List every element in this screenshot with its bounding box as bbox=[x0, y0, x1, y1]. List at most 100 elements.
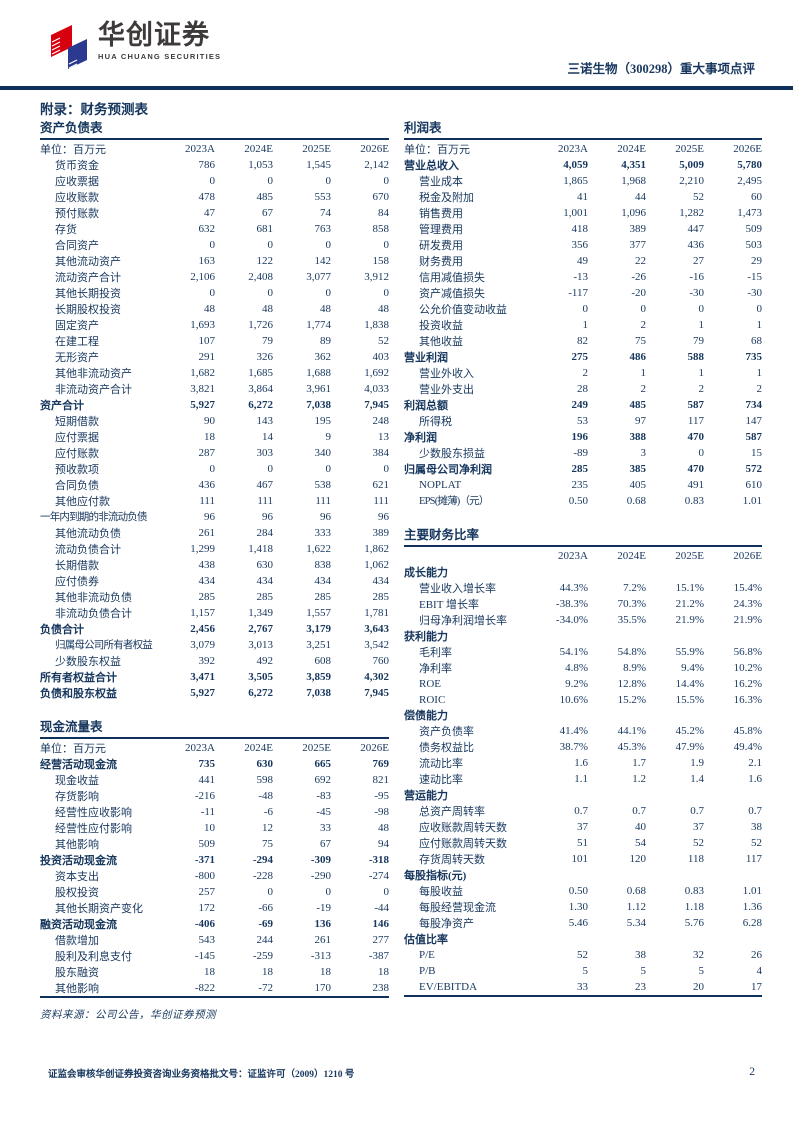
table-row: 负债和股东权益 5,927 6,272 7,038 7,945 bbox=[40, 686, 389, 700]
table-row: 少数股东权益 392 492 608 760 bbox=[55, 654, 389, 668]
table-header-row: 2023A 2024E 2025E 2026E bbox=[558, 549, 762, 562]
brand-name-en: HUA CHUANG SECURITIES bbox=[98, 52, 222, 61]
table-row: 速动比率 1.1 1.2 1.4 1.6 bbox=[419, 773, 762, 787]
page-number: 2 bbox=[749, 1066, 755, 1078]
table-row: EPS(摊薄)（元） 0.50 0.68 0.83 1.01 bbox=[419, 494, 762, 508]
table-row: 流动负债合计 1,299 1,418 1,622 1,862 bbox=[55, 542, 389, 556]
table-row: 资本支出 -800 -228 -290 -274 bbox=[55, 869, 389, 883]
table-row: 其他流动负债 261 284 333 389 bbox=[55, 526, 389, 540]
appendix-title: 附录：财务预测表 bbox=[40, 102, 148, 117]
balance_sheet-grid: 单位：百万元 2023A 2024E 2025E 2026E 货币资金 786 1,053 1,… bbox=[40, 141, 389, 701]
table-row: 货币资金 786 1,053 1,545 2,142 bbox=[55, 159, 389, 172]
brand-header: 华创证券 HUA CHUANG SECURITIES bbox=[48, 20, 221, 77]
table-row: 存货 632 681 763 858 bbox=[55, 223, 389, 236]
ratios-title: 主要财务比率 bbox=[404, 527, 762, 547]
table-row: EBIT 增长率 -38.3% 70.3% 21.2% 24.3% bbox=[419, 597, 762, 611]
table-header-row: 单位：百万元 2023A 2024E 2025E 2026E bbox=[40, 143, 389, 156]
table-row: 营业外收入 2 1 1 1 bbox=[419, 367, 762, 380]
ratios-grid: 2023A 2024E 2025E 2026E 成长能力营业收入增长率 44.3% 7.2%… bbox=[404, 548, 762, 998]
table-row: 非流动资产合计 3,821 3,864 3,961 4,033 bbox=[55, 383, 389, 396]
balance-sheet-title: 资产负债表 bbox=[40, 120, 389, 140]
table-header-row: 单位：百万元 2023A 2024E 2025E 2026E bbox=[40, 741, 389, 755]
cash-flow-title: 现金流量表 bbox=[40, 719, 389, 739]
table-row: ROIC 10.6% 15.2% 15.5% 16.3% bbox=[419, 693, 762, 706]
table-row: 信用减值损失 -13 -26 -16 -15 bbox=[419, 271, 762, 284]
table-row: 所得税 53 97 117 147 bbox=[419, 415, 762, 428]
income-statement-section: 利润表 单位：百万元 2023A 2024E 2025E 2026E 营业总收入 4,059… bbox=[404, 120, 762, 509]
table-row: 归属母公司净利润 285 385 470 572 bbox=[404, 463, 762, 476]
table-row: 营运能力 bbox=[404, 790, 448, 803]
table-row: 借款增加 543 244 261 277 bbox=[55, 933, 389, 947]
table-row: 营业收入增长率 44.3% 7.2% 15.1% 15.4% bbox=[419, 581, 762, 595]
table-row: 长期借款 438 630 838 1,062 bbox=[55, 558, 389, 572]
table-row: 融资活动现金流 -406 -69 136 146 bbox=[40, 917, 389, 931]
table-row: 股权投资 257 0 0 0 bbox=[55, 885, 389, 899]
table-row: 每股净资产 5.46 5.34 5.76 6.28 bbox=[419, 917, 762, 931]
table-row: 财务费用 49 22 27 29 bbox=[419, 255, 762, 268]
left-column: 资产负债表 单位：百万元 2023A 2024E 2025E 2026E 货币资金 786 1… bbox=[40, 120, 389, 1022]
table-row: 销售费用 1,001 1,096 1,282 1,473 bbox=[419, 207, 762, 220]
source-note: 资料来源：公司公告，华创证券预测 bbox=[40, 1009, 216, 1021]
table-row: 其他影响 509 75 67 94 bbox=[55, 837, 389, 851]
table-row: 应付票据 18 14 9 13 bbox=[55, 431, 389, 444]
table-row: 其他流动资产 163 122 142 158 bbox=[55, 255, 389, 268]
table-row: 成长能力 bbox=[404, 566, 448, 579]
table-row: 经营性应付影响 10 12 33 48 bbox=[55, 821, 389, 835]
table-row: 偿债能力 bbox=[404, 710, 448, 723]
table-row: 少数股东损益 -89 3 0 15 bbox=[419, 447, 762, 460]
table-row: P/B 5 5 5 4 bbox=[419, 965, 762, 978]
table-row: 其他应付款 111 111 111 111 bbox=[55, 495, 389, 508]
huachuang-logo-icon bbox=[48, 22, 90, 77]
table-row: 合同负债 436 467 538 621 bbox=[55, 479, 389, 492]
table-row: 研发费用 356 377 436 503 bbox=[419, 239, 762, 252]
table-row: 管理费用 418 389 447 509 bbox=[419, 223, 762, 236]
table-row: 其他非流动负债 285 285 285 285 bbox=[55, 590, 389, 604]
table-row: 经营活动现金流 735 630 665 769 bbox=[40, 757, 389, 771]
table-row: 应收票据 0 0 0 0 bbox=[55, 175, 389, 188]
table-row: 流动资产合计 2,106 2,408 3,077 3,912 bbox=[55, 271, 389, 284]
table-row: 每股收益 0.50 0.68 0.83 1.01 bbox=[419, 885, 762, 899]
content-area: 资产负债表 单位：百万元 2023A 2024E 2025E 2026E 货币资金 786 1… bbox=[40, 120, 762, 1022]
table-row: 资产减值损失 -117 -20 -30 -30 bbox=[419, 287, 762, 300]
table-row: 毛利率 54.1% 54.8% 55.9% 56.8% bbox=[419, 645, 762, 659]
balance-sheet-section: 资产负债表 单位：百万元 2023A 2024E 2025E 2026E 货币资金 786 1… bbox=[40, 120, 389, 701]
right-column: 利润表 单位：百万元 2023A 2024E 2025E 2026E 营业总收入 4,059… bbox=[404, 120, 762, 1022]
table-row: 其他长期资产变化 172 -66 -19 -44 bbox=[55, 901, 389, 915]
table-row: 资产负债率 41.4% 44.1% 45.2% 45.8% bbox=[419, 725, 762, 739]
table-row: 归母净利润增长率 -34.0% 35.5% 21.9% 21.9% bbox=[419, 613, 762, 627]
table-row: 估值比率 bbox=[404, 934, 448, 947]
table-row: 存货影响 -216 -48 -83 -95 bbox=[55, 789, 389, 803]
table-row: 预付账款 47 67 74 84 bbox=[55, 207, 389, 220]
table-row: 无形资产 291 326 362 403 bbox=[55, 351, 389, 364]
table-row: 应收账款 478 485 553 670 bbox=[55, 191, 389, 204]
ratios-section: 主要财务比率 2023A 2024E 2025E 2026E 成长能力营业收入增长率 44… bbox=[404, 527, 762, 998]
table-row: 营业成本 1,865 1,968 2,210 2,495 bbox=[419, 175, 762, 188]
table-row: 其他非流动资产 1,682 1,685 1,688 1,692 bbox=[55, 367, 389, 380]
table-row: 每股指标(元) bbox=[404, 870, 467, 883]
table-row: 现金收益 441 598 692 821 bbox=[55, 773, 389, 787]
table-row: 净利率 4.8% 8.9% 9.4% 10.2% bbox=[419, 661, 762, 675]
income-statement-title: 利润表 bbox=[404, 120, 762, 140]
table-row: 经营性应收影响 -11 -6 -45 -98 bbox=[55, 805, 389, 819]
footer-license: 证监会审核华创证券投资咨询业务资格批文号：证监许可（2009）1210 号 bbox=[48, 1070, 355, 1080]
table-row: 应付账款周转天数 51 54 52 52 bbox=[419, 837, 762, 851]
table-row: 流动比率 1.6 1.7 1.9 2.1 bbox=[419, 757, 762, 771]
table-row: 投资收益 1 2 1 1 bbox=[419, 319, 762, 332]
table-row: 合同资产 0 0 0 0 bbox=[55, 239, 389, 252]
table-row: 一年内到期的非流动负债 96 96 96 96 bbox=[40, 510, 389, 524]
header-rule bbox=[0, 86, 793, 90]
table-row: 营业总收入 4,059 4,351 5,009 5,780 bbox=[404, 159, 762, 172]
page-footer: 证监会审核华创证券投资咨询业务资格批文号：证监许可（2009）1210 号 2 bbox=[48, 1066, 755, 1080]
table-header-row: 单位：百万元 2023A 2024E 2025E 2026E bbox=[404, 143, 762, 156]
income_statement-grid: 单位：百万元 2023A 2024E 2025E 2026E 营业总收入 4,059 4,35… bbox=[404, 141, 762, 509]
table-row: 股东融资 18 18 18 18 bbox=[55, 965, 389, 979]
table-row: EV/EBITDA 33 23 20 17 bbox=[419, 981, 762, 994]
table-row: 预收款项 0 0 0 0 bbox=[55, 463, 389, 476]
table-row: 非流动负债合计 1,157 1,349 1,557 1,781 bbox=[55, 606, 389, 620]
table-row: 固定资产 1,693 1,726 1,774 1,838 bbox=[55, 319, 389, 332]
table-row: 营业利润 275 486 588 735 bbox=[404, 351, 762, 364]
cash_flow-grid: 单位：百万元 2023A 2024E 2025E 2026E 经营活动现金流 735 630 6… bbox=[40, 740, 389, 998]
table-row: ROE 9.2% 12.8% 14.4% 16.2% bbox=[419, 677, 762, 690]
table-row: 总资产周转率 0.7 0.7 0.7 0.7 bbox=[419, 805, 762, 819]
table-row: 股利及利息支付 -145 -259 -313 -387 bbox=[55, 949, 389, 963]
